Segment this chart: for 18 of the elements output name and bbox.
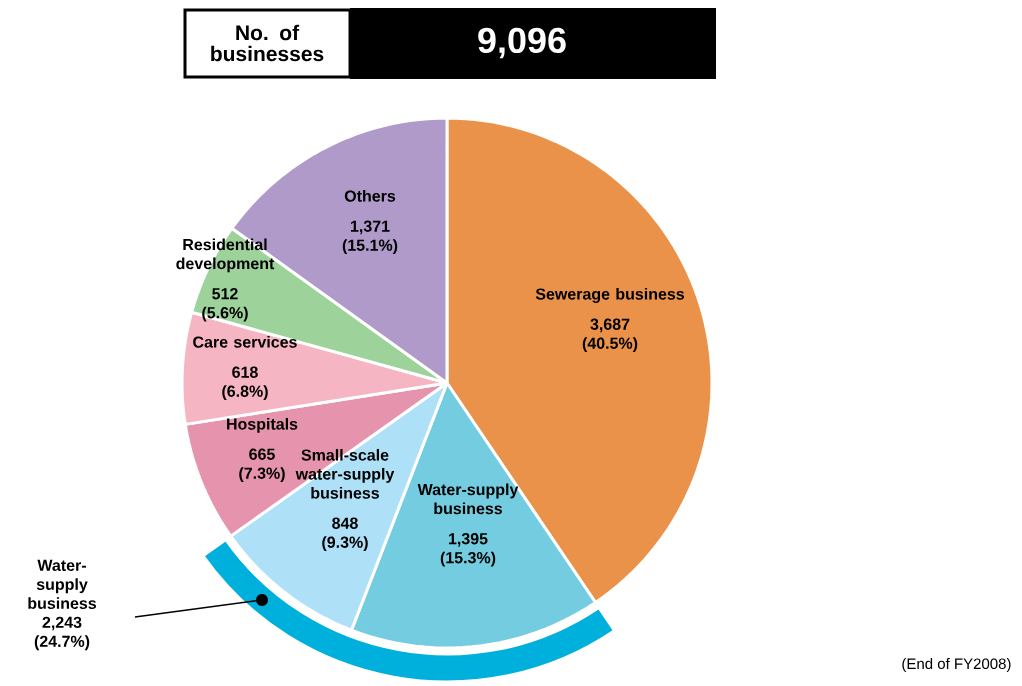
chart-subtitle: 9,096: [478, 27, 566, 59]
slice-label: Care services: [193, 335, 297, 348]
data-label: 1,395 (15.3%): [440, 533, 496, 567]
data-label: 848 (9.3%): [322, 517, 368, 552]
text: (End of FY2008): [902, 658, 1011, 672]
slice-label: Sewerage business: [535, 287, 685, 303]
data-label: 3,687 (40.5%): [582, 318, 638, 353]
slice-label: Others: [344, 189, 396, 202]
data-label: 665 (7.3%): [239, 448, 285, 483]
slice-label: Residential development: [176, 238, 275, 273]
slice-label: Hospitals: [227, 417, 298, 433]
chart-title: No. of businesses: [211, 24, 324, 62]
data-label: 618 (6.8%): [222, 366, 268, 401]
text: Water-supply business 2,243 (24.7%): [28, 559, 97, 651]
data-label: 512 (5.6%): [202, 288, 248, 322]
data-label: 1,371 (15.1%): [342, 220, 398, 255]
slice-label: Water-supply business: [417, 483, 519, 515]
slice-label: Small-scale water-supply business: [295, 448, 395, 499]
